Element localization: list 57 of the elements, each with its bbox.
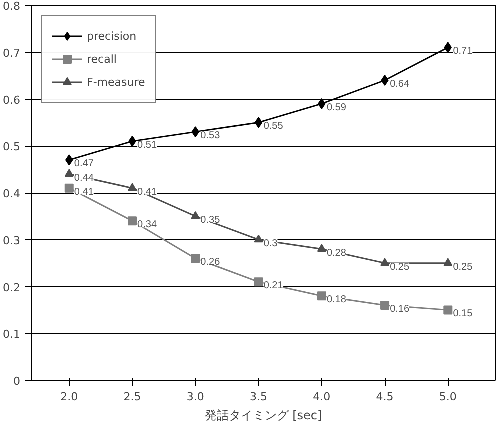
point <box>444 306 453 315</box>
point <box>191 211 200 220</box>
data-label: 0.35 <box>200 214 221 226</box>
data-label: 0.41 <box>74 186 94 198</box>
y-tick-label: 0.2 <box>3 281 21 294</box>
data-label: 0.18 <box>326 294 347 306</box>
data-label: 0.26 <box>200 257 221 268</box>
point <box>317 244 326 252</box>
point <box>381 75 389 86</box>
point <box>254 234 264 243</box>
point <box>64 169 74 178</box>
legend-label: recall <box>87 52 117 66</box>
point <box>380 301 390 310</box>
data-label: 0.3 <box>264 238 278 250</box>
point <box>128 216 138 226</box>
x-tick-label: 2.0 <box>60 390 78 404</box>
y-tick-label: 0.5 <box>3 140 21 154</box>
point <box>64 184 74 193</box>
x-tick-label: 4.5 <box>376 390 394 404</box>
data-label: 0.44 <box>74 172 94 184</box>
x-tick-label: 2.5 <box>124 390 142 404</box>
y-tick-label: 0.6 <box>3 94 21 107</box>
data-label: 0.15 <box>453 308 474 320</box>
point <box>444 258 453 266</box>
data-label: 0.55 <box>264 121 284 132</box>
data-label: 0.34 <box>138 220 158 231</box>
legend-label: precision <box>87 30 137 42</box>
x-axis-title: 発話タイミング [sec] <box>204 408 322 422</box>
point <box>254 117 263 128</box>
data-label: 0.51 <box>138 140 158 151</box>
y-tick-label: 0.4 <box>3 188 21 200</box>
data-label: 0.16 <box>390 304 410 315</box>
y-tick-label: 0.8 <box>3 0 21 13</box>
data-label: 0.41 <box>138 186 158 198</box>
point <box>128 183 138 192</box>
y-tick-label: 0 <box>14 375 20 388</box>
data-label: 0.47 <box>74 158 94 170</box>
y-tick-label: 0.7 <box>3 46 21 60</box>
data-label: 0.71 <box>453 46 474 58</box>
point <box>254 278 264 287</box>
data-label: 0.59 <box>326 102 347 114</box>
point <box>317 292 326 301</box>
x-tick-label: 3.5 <box>250 390 268 404</box>
y-tick-label: 0.1 <box>3 328 21 342</box>
data-label: 0.21 <box>264 280 284 292</box>
point <box>380 258 390 266</box>
data-label: 0.25 <box>453 262 474 273</box>
data-label: 0.64 <box>390 79 410 90</box>
point <box>191 254 200 264</box>
x-tick-label: 5.0 <box>439 390 457 404</box>
legend-label: F-measure <box>87 76 146 88</box>
data-label: 0.25 <box>390 262 410 273</box>
x-tick-label: 4.0 <box>313 390 331 404</box>
data-label: 0.53 <box>200 130 221 142</box>
data-label: 0.28 <box>326 248 347 259</box>
y-tick-label: 0.3 <box>3 234 21 248</box>
x-tick-label: 3.0 <box>186 390 204 404</box>
